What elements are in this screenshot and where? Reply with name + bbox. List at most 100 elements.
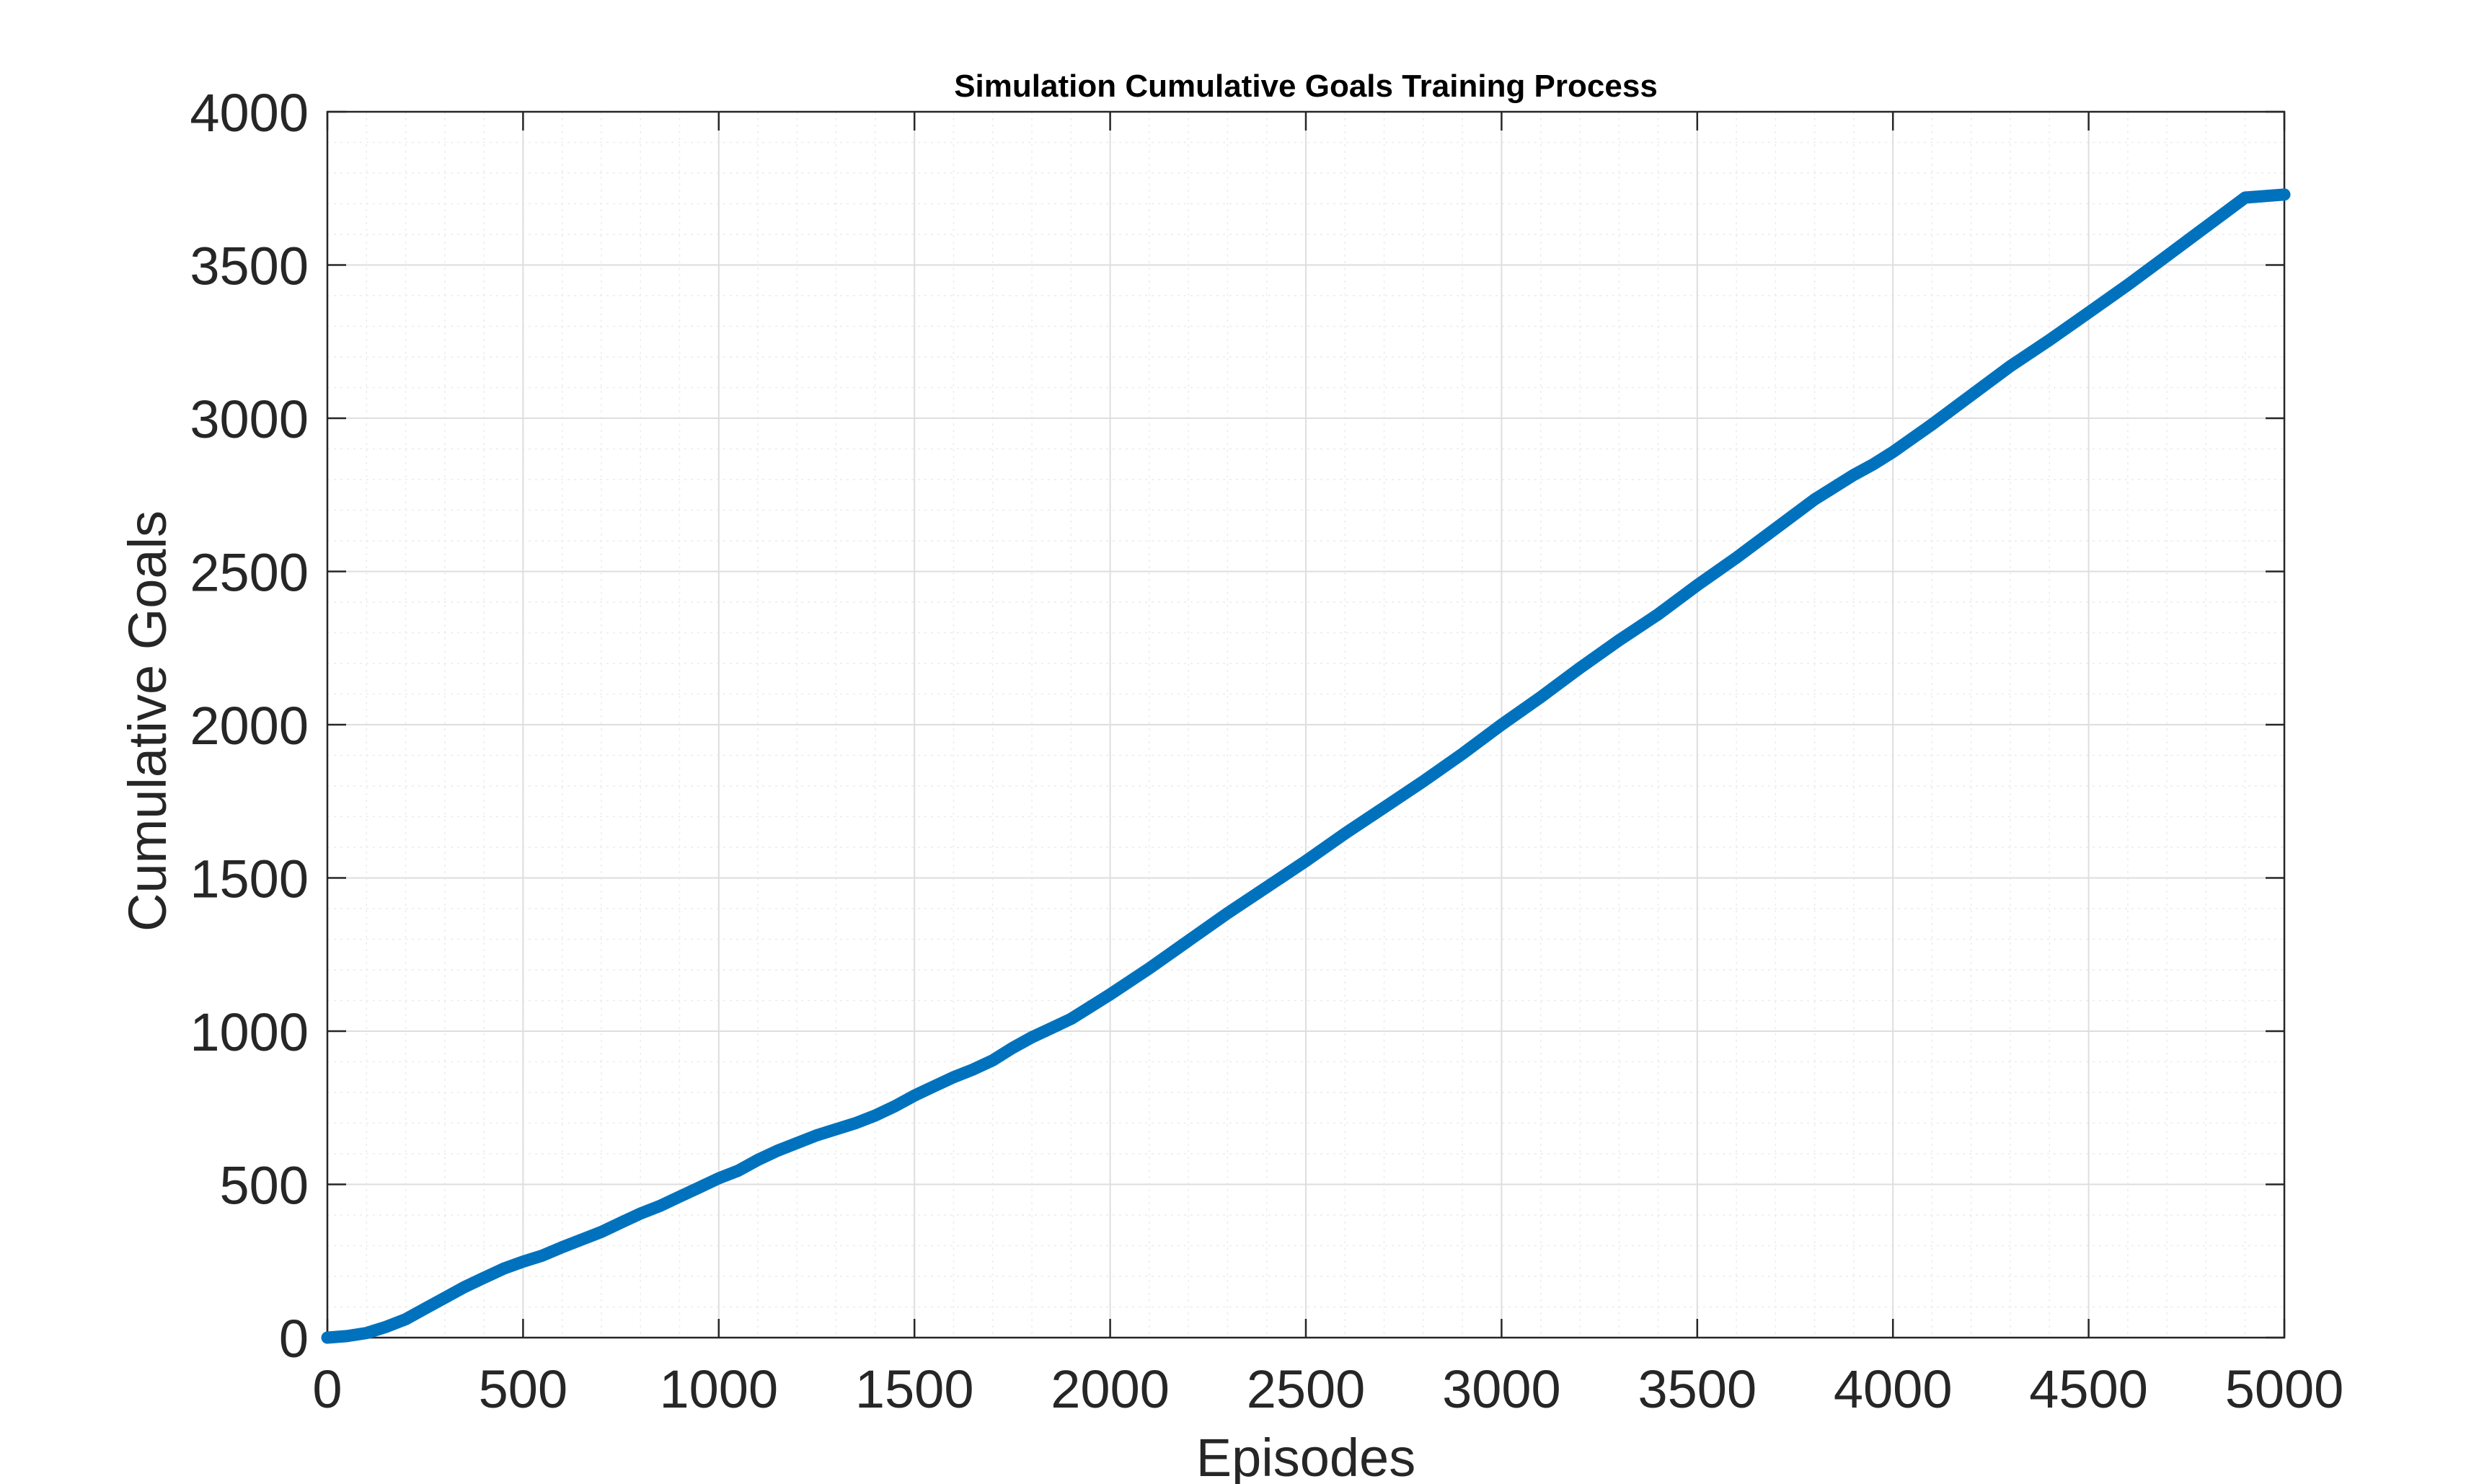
data-point <box>520 1258 526 1265</box>
y-tick-labels: 0 500 1000 1500 2000 2500 3000 3500 4000 <box>190 83 309 1369</box>
data-point <box>2281 191 2287 198</box>
data-point <box>2085 309 2092 316</box>
data-point <box>1929 421 1935 428</box>
y-tick-label: 2000 <box>190 696 309 756</box>
data-point <box>2046 337 2053 343</box>
data-point <box>461 1284 467 1290</box>
data-point <box>2007 363 2013 369</box>
data-point <box>794 1140 800 1147</box>
y-tick-label: 1000 <box>190 1002 309 1062</box>
y-tick-label: 3000 <box>190 389 309 449</box>
y-tick-label: 4000 <box>190 83 309 143</box>
data-point <box>1811 496 1818 503</box>
data-point <box>500 1266 507 1272</box>
x-tick-label: 3000 <box>1442 1359 1561 1419</box>
data-point <box>1263 884 1270 891</box>
data-point <box>324 1335 330 1341</box>
x-tick-label: 2000 <box>1051 1359 1170 1419</box>
data-point <box>931 1083 937 1090</box>
data-point <box>1029 1034 1035 1041</box>
data-point <box>578 1237 585 1242</box>
data-point <box>618 1219 624 1226</box>
data-point <box>363 1330 370 1336</box>
data-point <box>774 1147 781 1154</box>
data-point <box>637 1210 644 1216</box>
data-point <box>1968 392 1974 399</box>
chart-title: Simulation Cumulative Goals Training Pro… <box>954 69 1658 104</box>
data-point <box>1733 555 1740 561</box>
data-point <box>1870 461 1877 467</box>
data-point <box>735 1167 741 1174</box>
data-point <box>715 1175 722 1181</box>
y-tick-label: 2500 <box>190 543 309 603</box>
x-tick-label: 0 <box>312 1359 342 1419</box>
data-point <box>755 1157 761 1163</box>
data-point <box>1224 910 1231 917</box>
data-points <box>324 191 2287 1341</box>
y-tick-label: 1500 <box>190 849 309 909</box>
y-tick-label: 500 <box>220 1156 309 1216</box>
data-point <box>2203 224 2209 230</box>
data-point <box>1009 1045 1015 1051</box>
data-point <box>1068 1016 1074 1022</box>
data-point <box>1616 637 1622 644</box>
data-point <box>2124 282 2131 288</box>
data-point <box>1381 804 1387 811</box>
data-point <box>1694 582 1700 588</box>
data-point <box>1890 449 1896 455</box>
data-point <box>1655 611 1661 617</box>
data-point <box>1146 965 1152 971</box>
x-tick-label: 3500 <box>1638 1359 1757 1419</box>
x-tick-label: 2500 <box>1247 1359 1366 1419</box>
data-point <box>657 1203 663 1209</box>
data-point <box>402 1316 409 1322</box>
data-point <box>1850 472 1857 478</box>
data-point <box>1537 694 1544 700</box>
x-tick-label: 4500 <box>2029 1359 2148 1419</box>
data-point <box>1577 665 1583 671</box>
data-point <box>1087 1004 1094 1010</box>
data-point <box>813 1132 820 1139</box>
data-point <box>422 1305 428 1312</box>
x-tick-label: 5000 <box>2225 1359 2344 1419</box>
x-axis-label: Episodes <box>1196 1428 1415 1484</box>
data-point <box>598 1229 604 1235</box>
data-point <box>892 1103 898 1110</box>
x-tick-label: 1500 <box>855 1359 974 1419</box>
data-point <box>383 1324 389 1330</box>
data-point <box>833 1126 839 1132</box>
data-point <box>344 1333 350 1339</box>
data-point <box>1459 751 1466 757</box>
data-point <box>950 1074 957 1080</box>
data-point <box>676 1193 683 1200</box>
series-line <box>321 188 2291 1344</box>
data-point <box>1303 858 1309 865</box>
data-point <box>911 1092 918 1099</box>
data-point <box>696 1184 702 1191</box>
y-tick-label: 3500 <box>190 237 309 296</box>
x-tick-label: 4000 <box>1834 1359 1953 1419</box>
data-point <box>1420 778 1426 785</box>
data-point <box>970 1066 976 1073</box>
data-point <box>1185 937 1192 944</box>
data-point <box>872 1112 878 1118</box>
data-point <box>441 1294 448 1301</box>
data-point <box>2242 195 2248 200</box>
data-point <box>2164 252 2170 259</box>
data-point <box>989 1057 996 1064</box>
data-point <box>1772 526 1779 531</box>
data-point <box>1498 722 1505 728</box>
y-axis-label: Cumulative Goals <box>118 511 177 932</box>
data-point <box>539 1253 546 1259</box>
data-point <box>1342 830 1348 836</box>
x-tick-label: 1000 <box>659 1359 778 1419</box>
x-tick-label: 500 <box>479 1359 567 1419</box>
data-point <box>481 1275 487 1281</box>
data-point <box>852 1120 859 1126</box>
data-point <box>1048 1025 1055 1031</box>
y-tick-label: 0 <box>279 1309 309 1369</box>
data-point <box>559 1244 565 1250</box>
x-tick-labels: 0 500 1000 1500 2000 2500 3000 3500 4000 4500 5000 <box>312 1359 2343 1419</box>
data-point <box>1107 991 1113 997</box>
